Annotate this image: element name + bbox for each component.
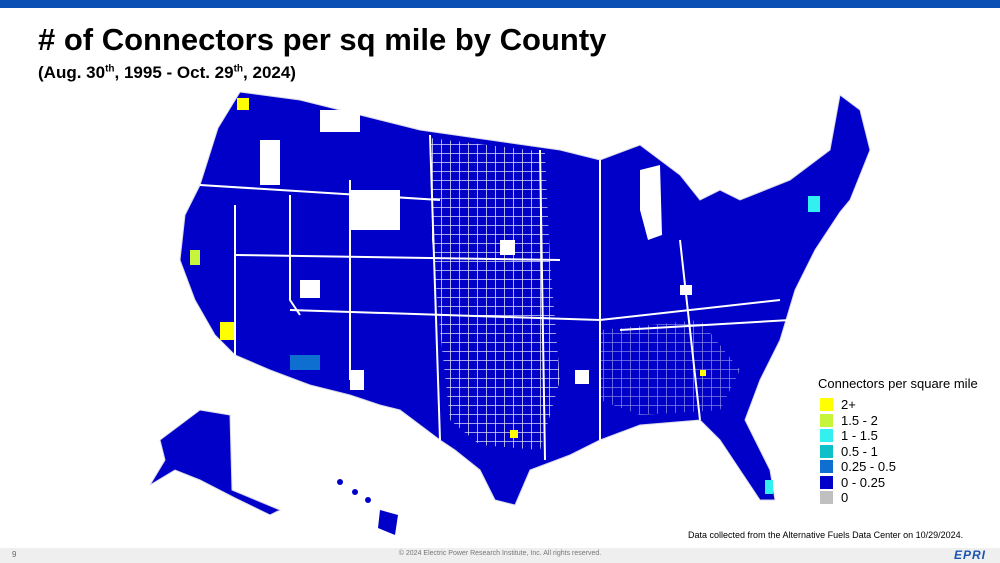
- title: # of Connectors per sq mile by County: [38, 22, 607, 57]
- subtitle-part: , 2024): [243, 63, 296, 82]
- legend-item: 0.5 - 1: [820, 444, 993, 460]
- legend-swatch: [820, 429, 833, 443]
- legend-title: Connectors per square mile: [818, 376, 978, 391]
- county-map: [149, 91, 871, 535]
- state-borders: [199, 134, 791, 461]
- legend-label: 0 - 0.25: [841, 474, 886, 490]
- legend-item: 1.5 - 2: [820, 413, 993, 429]
- hotspots: [190, 98, 820, 494]
- alaska: [149, 409, 282, 516]
- legend-swatch: [820, 460, 833, 474]
- legend-item: 0 - 0.25: [820, 475, 993, 491]
- plains-counties: [430, 138, 560, 450]
- legend-swatch: [820, 444, 833, 458]
- lake-michigan: [640, 165, 662, 240]
- legend-label: 0.5 - 1: [841, 443, 878, 459]
- logo: EPRI: [953, 548, 986, 562]
- page-number: 9: [12, 550, 17, 559]
- hawaii: [337, 479, 398, 535]
- legend-item: 2+: [820, 397, 993, 413]
- subtitle: (Aug. 30th, 1995 - Oct. 29th, 2024): [38, 63, 296, 83]
- legend-label: 1 - 1.5: [841, 428, 878, 444]
- no-data-patches: [260, 110, 692, 390]
- source-note: Data collected from the Alternative Fuel…: [688, 530, 964, 540]
- footer: 9 © 2024 Electric Power Research Institu…: [0, 548, 1000, 563]
- copyright: © 2024 Electric Power Research Institute…: [398, 550, 602, 557]
- legend-label: 2+: [841, 397, 856, 413]
- legend-item: 0.25 - 0.5: [820, 459, 993, 475]
- legend-swatch: [820, 475, 833, 489]
- legend-swatch: [820, 413, 833, 427]
- subtitle-part: (Aug. 30: [38, 63, 106, 82]
- legend-label: 0.25 - 0.5: [841, 459, 896, 475]
- legend-swatch: [820, 398, 833, 412]
- legend-swatch: [820, 491, 833, 505]
- legend-label: 1.5 - 2: [841, 412, 878, 428]
- subtitle-sup: th: [105, 63, 115, 75]
- southeast-counties: [600, 320, 740, 415]
- top-bar: [0, 0, 1000, 8]
- legend-item: 0: [820, 490, 993, 506]
- legend-label: 0: [841, 490, 849, 506]
- legend-item: 1 - 1.5: [820, 428, 993, 444]
- subtitle-part: , 1995 - Oct. 29: [114, 63, 234, 82]
- subtitle-sup: th: [233, 63, 244, 75]
